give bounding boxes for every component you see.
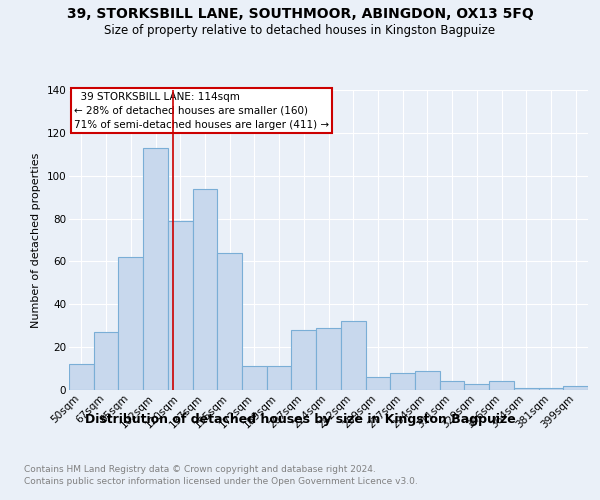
Bar (365, 377, 390, 390)
Bar (143, 148, 168, 390)
Text: 39, STORKSBILL LANE, SOUTHMOOR, ABINGDON, OX13 5FQ: 39, STORKSBILL LANE, SOUTHMOOR, ABINGDON… (67, 8, 533, 22)
Bar (489, 382, 514, 390)
Text: Distribution of detached houses by size in Kingston Bagpuize: Distribution of detached houses by size … (85, 412, 515, 426)
Text: 39 STORKSBILL LANE: 114sqm
← 28% of detached houses are smaller (160)
71% of sem: 39 STORKSBILL LANE: 114sqm ← 28% of deta… (74, 92, 329, 130)
Bar (168, 220, 193, 390)
Bar (292, 330, 316, 390)
Bar (415, 370, 440, 390)
Bar (94, 332, 118, 390)
Bar (440, 382, 464, 390)
Bar (217, 253, 242, 390)
Bar (316, 328, 341, 390)
Bar (390, 373, 415, 390)
Text: Size of property relative to detached houses in Kingston Bagpuize: Size of property relative to detached ho… (104, 24, 496, 37)
Bar (193, 188, 217, 390)
Bar (514, 388, 539, 390)
Bar (242, 366, 267, 390)
Bar (539, 388, 563, 390)
Text: Contains public sector information licensed under the Open Government Licence v3: Contains public sector information licen… (24, 478, 418, 486)
Bar (464, 384, 489, 390)
Bar (118, 257, 143, 390)
Bar (563, 386, 588, 390)
Bar (69, 364, 94, 390)
Text: Contains HM Land Registry data © Crown copyright and database right 2024.: Contains HM Land Registry data © Crown c… (24, 465, 376, 474)
Y-axis label: Number of detached properties: Number of detached properties (31, 152, 41, 328)
Bar (267, 366, 292, 390)
Bar (341, 322, 365, 390)
